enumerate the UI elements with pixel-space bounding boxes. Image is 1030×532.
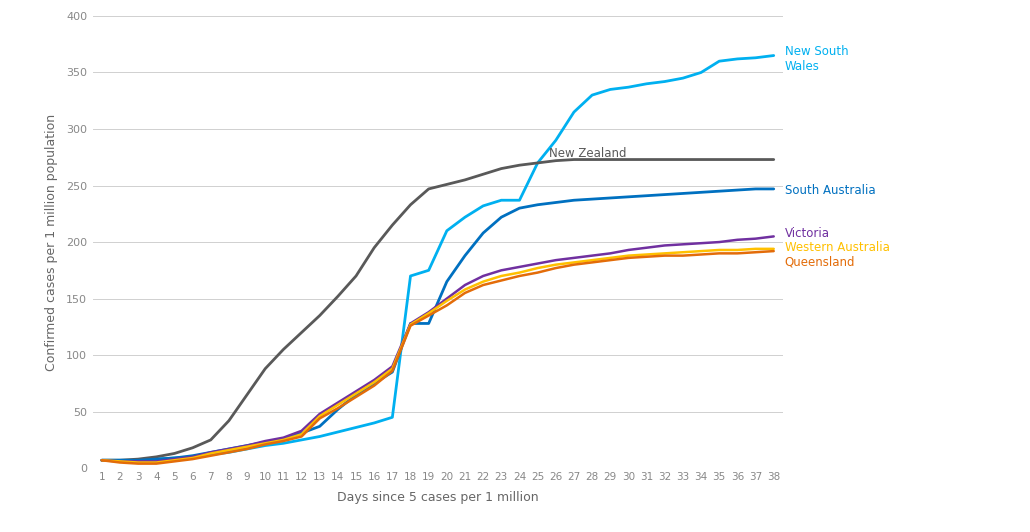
Y-axis label: Confirmed cases per 1 million population: Confirmed cases per 1 million population [44, 113, 58, 371]
Text: Queensland: Queensland [785, 256, 855, 269]
Text: South Australia: South Australia [785, 184, 876, 196]
Text: Victoria: Victoria [785, 227, 829, 239]
Text: New Zealand: New Zealand [549, 147, 626, 160]
Text: New South
Wales: New South Wales [785, 45, 849, 73]
Text: Western Australia: Western Australia [785, 241, 890, 254]
X-axis label: Days since 5 cases per 1 million: Days since 5 cases per 1 million [337, 491, 539, 504]
